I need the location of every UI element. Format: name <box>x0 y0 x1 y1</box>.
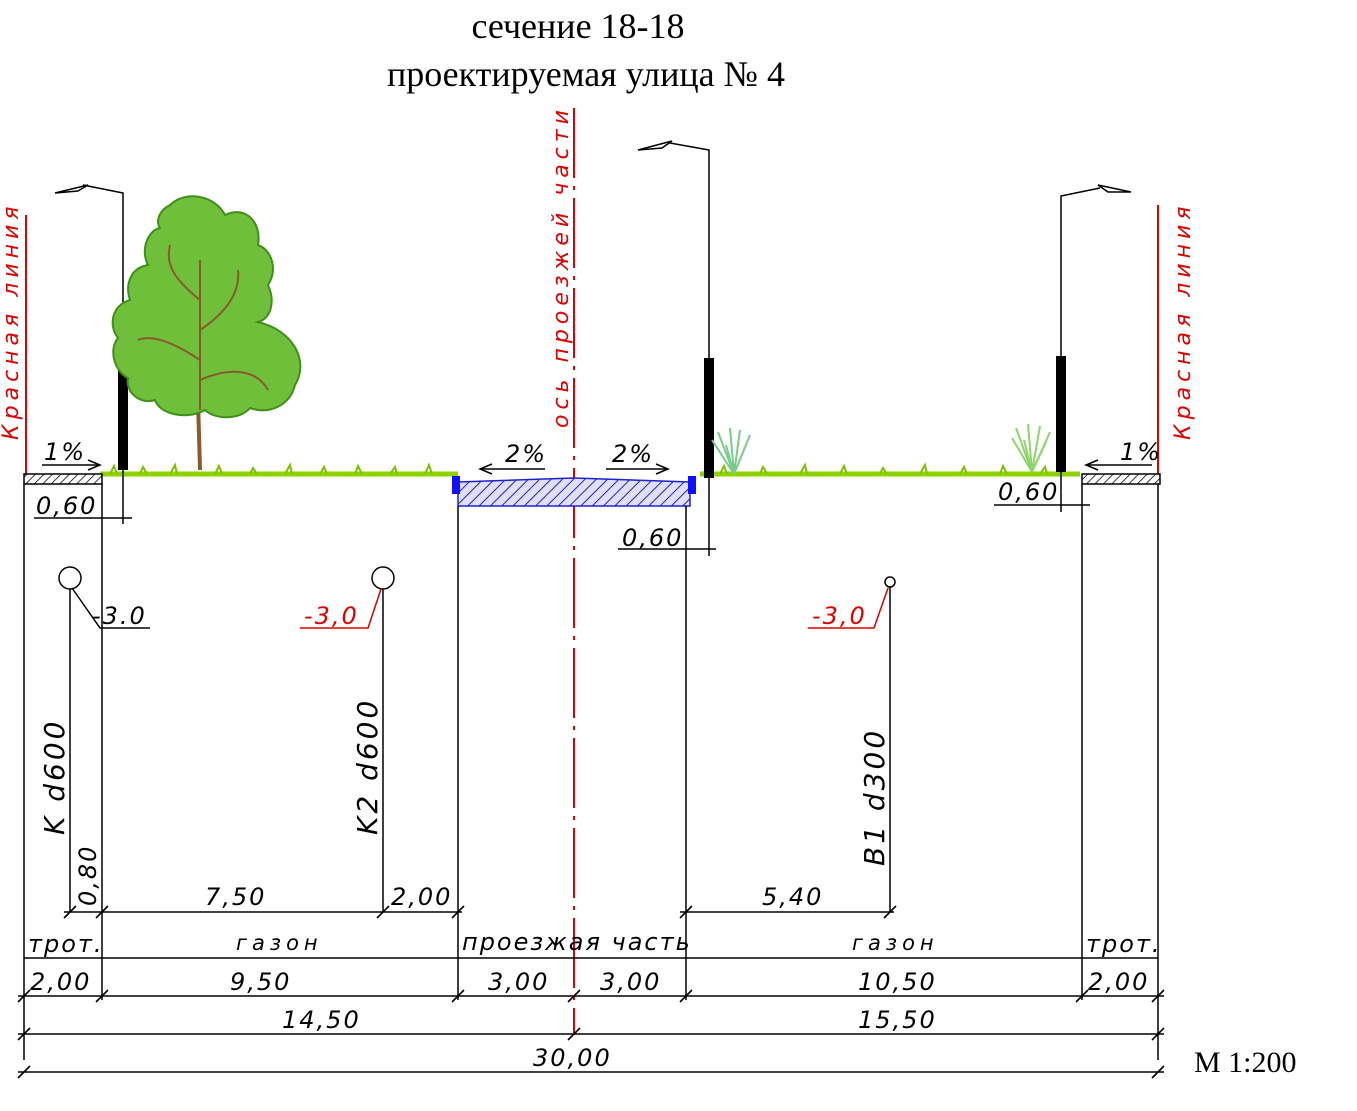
slope-right-sidewalk: 1% <box>1120 438 1162 466</box>
svg-text:2,00: 2,00 <box>1088 968 1149 996</box>
zone-sidewalk-left: трот. <box>28 930 104 958</box>
svg-text:0,60: 0,60 <box>36 492 97 520</box>
shrub-right-icon <box>1011 423 1051 473</box>
zones-row: трот. газон проезжая часть газон трот. <box>24 928 1162 959</box>
svg-text:K2 d600: K2 d600 <box>351 698 384 835</box>
grass-left <box>100 462 458 477</box>
zone-lawn-left: газон <box>236 931 323 955</box>
offset-left: 0,60 <box>34 470 132 524</box>
offset-right: 0,60 <box>994 472 1090 512</box>
pipe-dimension-row: 0,80 7,50 2,00 5,40 <box>63 845 897 919</box>
grass-right <box>700 462 1080 477</box>
zone-roadway: проезжая часть <box>462 928 692 956</box>
svg-text:14,50: 14,50 <box>282 1006 361 1034</box>
svg-text:3,00: 3,00 <box>600 968 661 996</box>
lamp-post-center <box>637 140 714 478</box>
curb-left <box>452 476 460 494</box>
total-width-row: 30,00 <box>17 1044 1165 1079</box>
slope-road-right: 2% <box>612 440 654 468</box>
pipe-k-d600: -3.0 K d600 <box>38 566 150 912</box>
svg-text:5,40: 5,40 <box>762 883 823 911</box>
pipe-k2-d600: -3,0 K2 d600 <box>300 566 395 912</box>
svg-text:2,00: 2,00 <box>30 968 91 996</box>
svg-text:0,80: 0,80 <box>74 845 102 906</box>
zone-sidewalk-right: трот. <box>1086 930 1162 958</box>
zone-lawn-right: газон <box>852 931 939 955</box>
red-line-left-label: Красная линия <box>0 201 24 440</box>
offset-center: 0,60 <box>618 478 716 556</box>
sidewalk-right <box>1081 473 1161 485</box>
svg-text:-3,0: -3,0 <box>304 602 359 630</box>
widths-row: 2,00 9,50 3,00 3,00 10,50 2,00 <box>17 968 1165 1003</box>
red-line-right-label: Красная линия <box>1171 201 1196 440</box>
lamp-post-right <box>1056 184 1132 472</box>
half-widths-row: 14,50 15,50 <box>17 1006 1165 1041</box>
title-line2: проектируемая улица № 4 <box>387 54 785 94</box>
svg-text:15,50: 15,50 <box>858 1006 937 1034</box>
road-axis-label: ось проезжей части <box>549 105 574 428</box>
slope-road-left: 2% <box>505 440 547 468</box>
svg-text:9,50: 9,50 <box>230 968 291 996</box>
sidewalk-left <box>23 473 103 485</box>
svg-text:7,50: 7,50 <box>205 883 266 911</box>
svg-text:B1 d300: B1 d300 <box>858 728 891 866</box>
title-line1: сечение 18-18 <box>471 6 684 46</box>
pipe-b1-d300: -3,0 B1 d300 <box>808 576 896 912</box>
roadway <box>457 477 691 507</box>
svg-text:K d600: K d600 <box>38 719 71 835</box>
extension-lines <box>23 484 1159 1060</box>
curb-right <box>688 476 696 494</box>
svg-text:0,60: 0,60 <box>998 478 1059 506</box>
tree-icon <box>111 195 302 471</box>
svg-text:-3,0: -3,0 <box>812 602 867 630</box>
total-width: 30,00 <box>533 1044 612 1072</box>
svg-text:3,00: 3,00 <box>488 968 549 996</box>
svg-text:0,60: 0,60 <box>622 524 683 552</box>
scale-label: М 1:200 <box>1194 1046 1297 1079</box>
shrub-left-icon <box>711 427 751 475</box>
slope-left-sidewalk: 1% <box>44 438 86 466</box>
svg-text:2,00: 2,00 <box>391 883 452 911</box>
svg-text:10,50: 10,50 <box>858 968 937 996</box>
svg-text:-3.0: -3.0 <box>92 602 147 630</box>
